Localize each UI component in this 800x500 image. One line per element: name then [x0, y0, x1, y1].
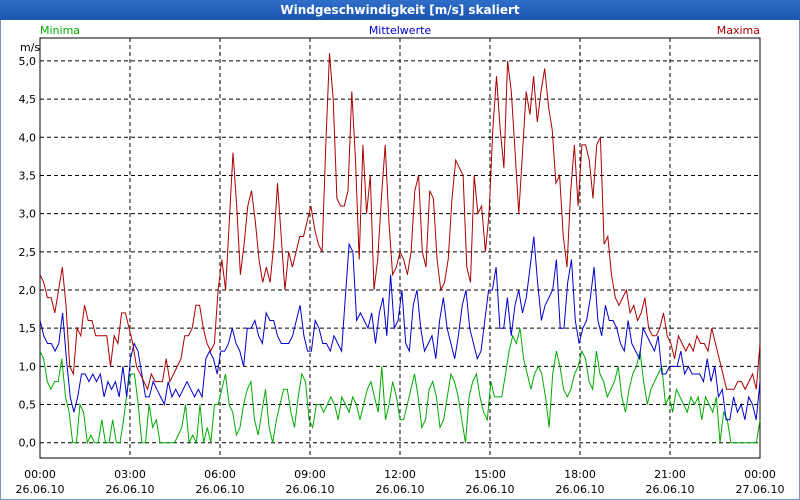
x-tick-time: 18:00: [564, 468, 596, 481]
x-tick-date: 26.06.10: [16, 483, 65, 496]
axis-ticks: 0,0 0,5 1,0 1,5 2,0 2,5 3,0 3,5 4,0 4,5 5,0 00:00 26…: [16, 55, 785, 496]
y-tick-label: 3,5: [19, 169, 37, 182]
x-tick-date: 26.06.10: [106, 483, 155, 496]
x-tick-date: 26.06.10: [376, 483, 425, 496]
y-tick-label: 0,0: [19, 437, 37, 450]
legend-maxima: Maxima: [717, 24, 760, 37]
x-tick-time: 09:00: [294, 468, 326, 481]
x-tick-time: 12:00: [384, 468, 416, 481]
y-tick-label: 2,0: [19, 284, 37, 297]
y-tick-label: 3,0: [19, 208, 37, 221]
series-line-maxima: [39, 53, 761, 391]
x-tick-time: 15:00: [474, 468, 506, 481]
x-tick-time: 00:00: [24, 468, 56, 481]
y-tick-label: 4,0: [19, 131, 37, 144]
chart-title: Windgeschwindigkeit [m/s] skaliert: [0, 0, 800, 20]
x-tick-date: 26.06.10: [646, 483, 695, 496]
x-tick-date: 27.06.10: [736, 483, 785, 496]
y-tick-label: 1,0: [19, 360, 37, 373]
x-tick-time: 06:00: [204, 468, 236, 481]
y-tick-label: 5,0: [19, 55, 37, 68]
series-line-mittelwerte: [39, 236, 761, 421]
x-tick-date: 26.06.10: [286, 483, 335, 496]
x-tick-time: 21:00: [654, 468, 686, 481]
grid: [40, 38, 760, 458]
x-tick-time: 03:00: [114, 468, 146, 481]
x-tick-date: 26.06.10: [556, 483, 605, 496]
y-tick-label: 2,5: [19, 246, 37, 259]
x-tick-date: 26.06.10: [196, 483, 245, 496]
y-tick-label: 1,5: [19, 322, 37, 335]
y-tick-label: 0,5: [19, 399, 37, 412]
legend-mittelwerte: Mittelwerte: [369, 24, 432, 37]
legend-minima: Minima: [40, 24, 80, 37]
y-axis-label: m/s: [20, 41, 40, 54]
x-tick-date: 26.06.10: [466, 483, 515, 496]
y-tick-label: 4,5: [19, 93, 37, 106]
x-tick-time: 00:00: [744, 468, 776, 481]
series-lines: [39, 53, 761, 445]
